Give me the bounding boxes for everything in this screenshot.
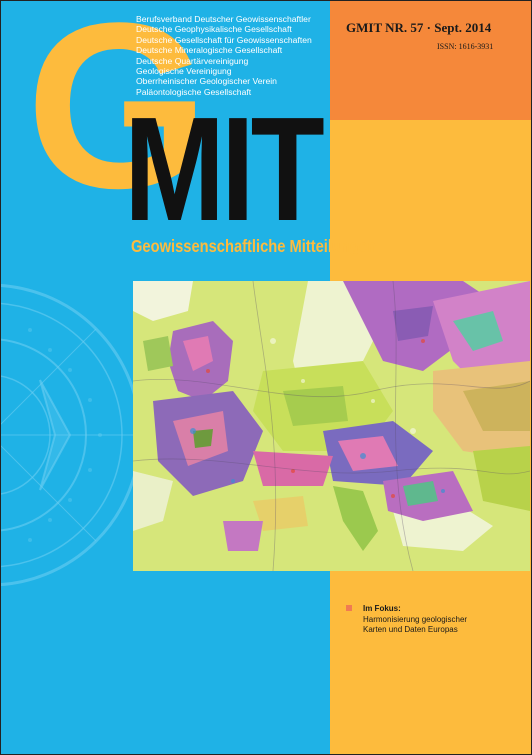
focus-heading: Im Fokus:: [363, 604, 401, 613]
focus-line: Harmonisierung geologischer: [363, 615, 468, 624]
focus-line: Karten und Daten Europas: [363, 625, 458, 634]
square-bullet-icon: [346, 605, 352, 611]
orange-issue-panel: [330, 0, 532, 120]
society-item: Oberrheinischer Geologischer Verein: [136, 76, 277, 87]
society-item: Deutsche Quartärvereinigung: [136, 55, 249, 66]
society-item: Paläontologische Gesellschaft: [136, 86, 252, 97]
compass-seal-watermark: [0, 283, 140, 587]
society-item: Deutsche Gesellschaft für Geowissenschaf…: [136, 34, 312, 45]
geological-map-graphic: [133, 281, 530, 571]
magazine-subtitle: Geowissenschaftliche Mitteilungen: [131, 236, 377, 256]
society-item: Deutsche Mineralogische Gesellschaft: [136, 45, 283, 56]
logo-letter-g: G: [26, 0, 210, 238]
society-item: Deutsche Geophysikalische Gesellschaft: [136, 24, 292, 35]
society-item: Berufsverband Deutscher Geowissenschaftl…: [136, 14, 311, 24]
issn-label: ISSN: 1616-3931: [437, 42, 494, 51]
geological-map-image: [133, 281, 530, 571]
logo-letters-mit: MIT: [124, 87, 325, 252]
focus-text: Harmonisierung geologischer Karten und D…: [363, 615, 467, 635]
issue-label: GMIT NR. 57 · Sept. 2014: [346, 20, 492, 35]
society-item: Geologische Vereinigung: [136, 66, 232, 77]
society-list: Berufsverband Deutscher Geowissenschaftl…: [136, 14, 331, 97]
